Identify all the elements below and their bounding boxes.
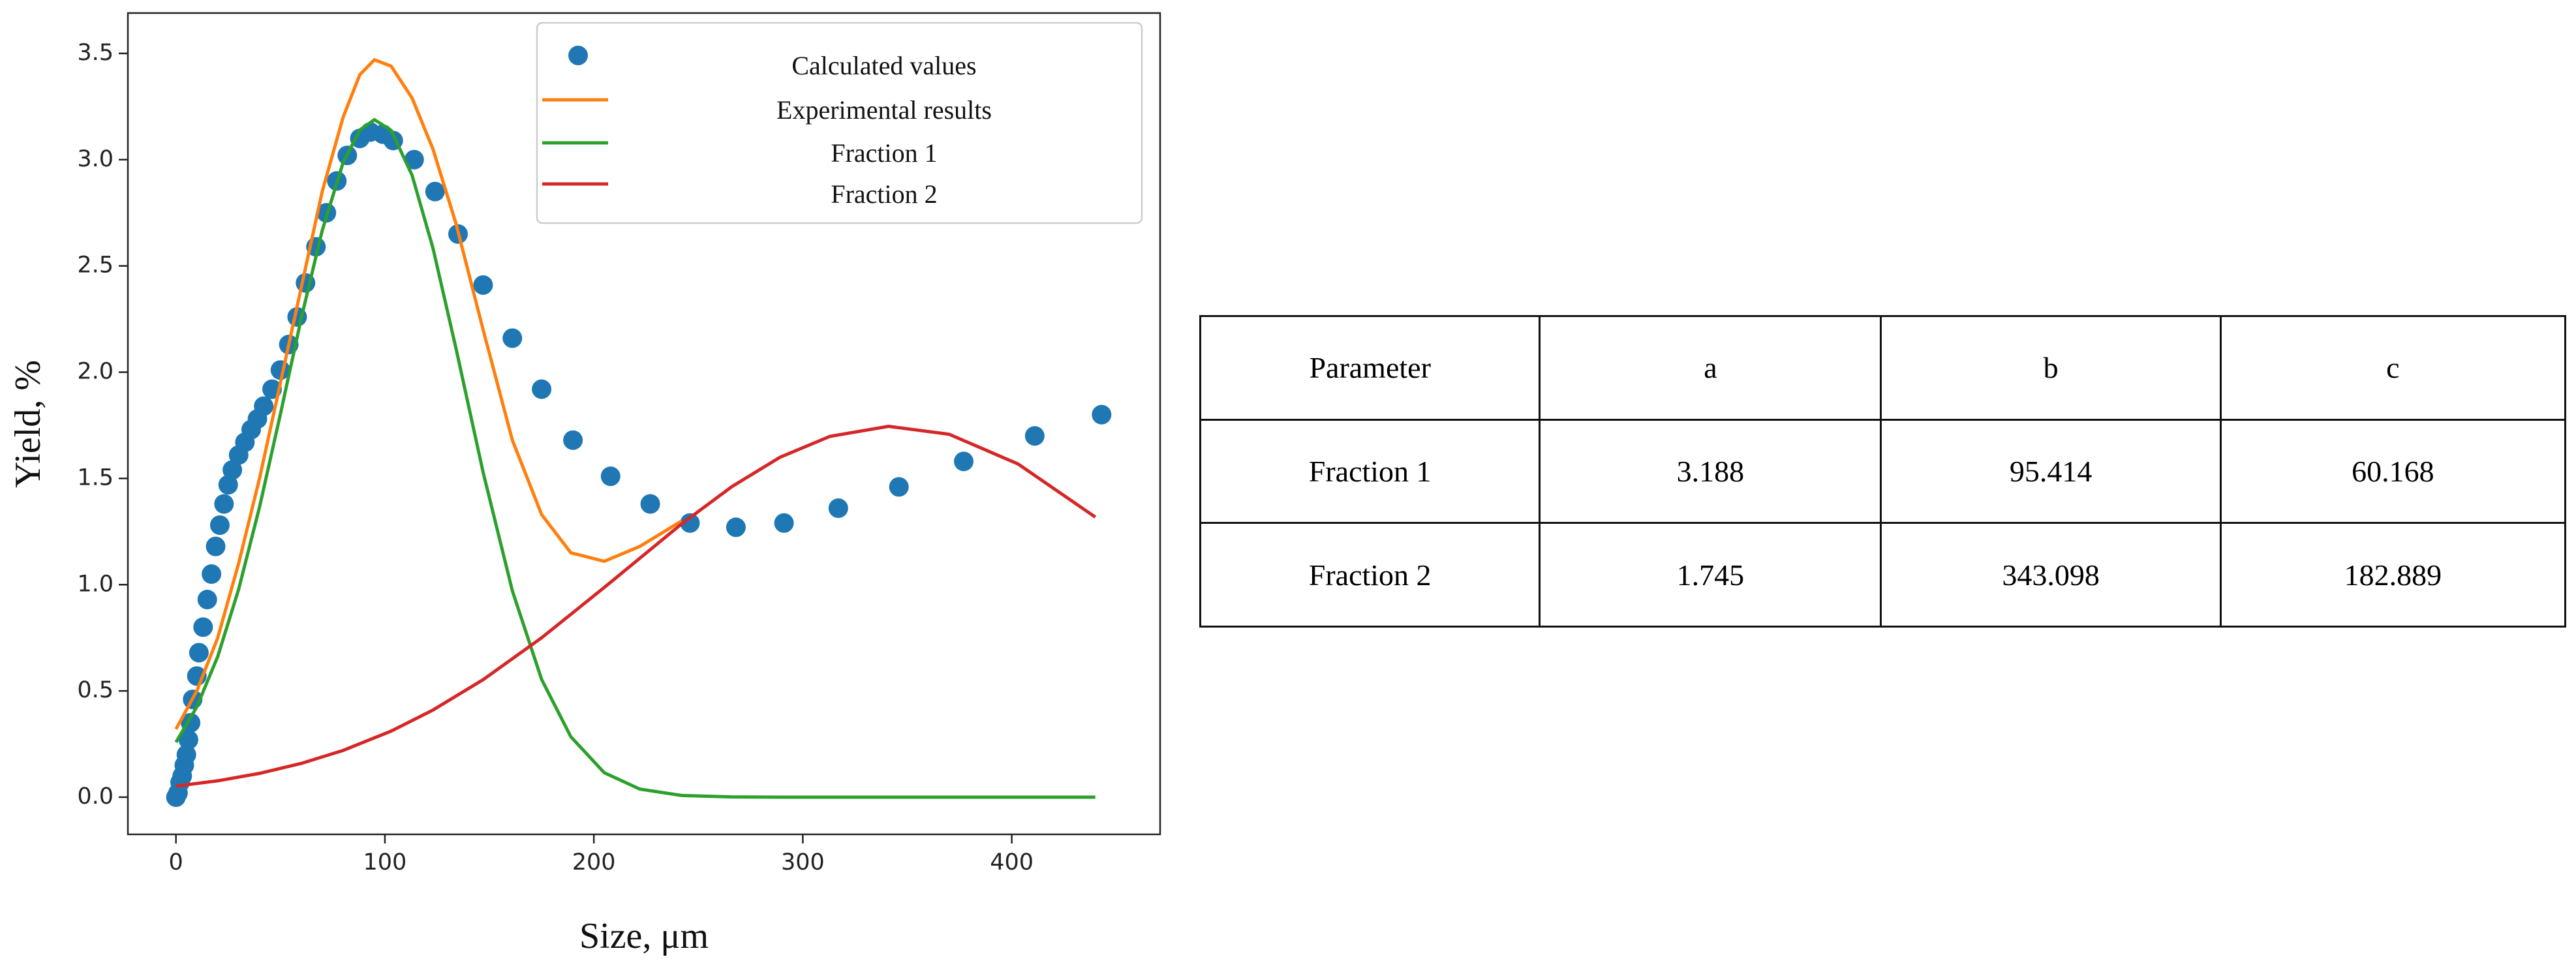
legend-marker <box>568 46 588 65</box>
data-point <box>774 513 794 533</box>
data-point <box>953 451 974 472</box>
data-point <box>193 617 213 637</box>
y-tick-label: 1.0 <box>77 571 114 597</box>
table-cell: 3.188 <box>1539 418 1882 524</box>
data-point <box>176 744 196 765</box>
data-point <box>404 149 424 170</box>
table-row: Fraction 1 3.188 95.414 60.168 <box>1199 418 2567 524</box>
data-point <box>473 275 493 295</box>
table-cell: b <box>1880 315 2222 421</box>
data-point <box>425 181 445 202</box>
data-point <box>563 430 583 450</box>
parameter-table: Parameter a b c Fraction 1 3.188 95.414 60.168 F… <box>1199 315 2567 628</box>
y-tick-label: 3.5 <box>77 40 114 66</box>
data-point <box>532 379 552 399</box>
legend: Calculated values Experimental results Fra… <box>536 22 1143 224</box>
legend-label: Fraction 1 <box>831 138 937 168</box>
y-tick-label: 3.0 <box>77 146 114 172</box>
table-cell: Fraction 2 <box>1199 522 1541 628</box>
data-point <box>889 477 909 497</box>
data-point <box>600 466 621 487</box>
data-point <box>202 564 222 584</box>
table-cell: 60.168 <box>2219 418 2567 524</box>
data-point <box>680 513 700 533</box>
y-tick-label: 0.0 <box>77 783 114 810</box>
data-point <box>828 498 848 518</box>
y-axis-label: Yield, % <box>8 360 48 488</box>
table-cell: 95.414 <box>1880 418 2222 524</box>
legend-label: Experimental results <box>776 95 992 125</box>
table-cell: a <box>1539 315 1882 421</box>
x-tick-label: 0 <box>169 849 183 875</box>
x-tick-label: 400 <box>990 849 1034 875</box>
y-tick-label: 2.5 <box>77 252 114 279</box>
legend-box <box>536 22 1143 224</box>
data-point <box>214 494 234 514</box>
data-line <box>174 117 1096 799</box>
x-tick-label: 300 <box>781 849 825 875</box>
legend-label: Fraction 2 <box>831 179 937 209</box>
plot-frame <box>127 12 1161 836</box>
table-cell: Parameter <box>1199 315 1541 421</box>
table-cell: 343.098 <box>1880 522 2222 628</box>
data-point <box>218 475 238 495</box>
data-point <box>502 328 523 348</box>
x-tick-label: 200 <box>572 849 616 875</box>
chart: Size, μm Yield, % 0 100 200 300 400 0.0 0.5 1.0… <box>8 12 1161 956</box>
y-tick-label: 2.0 <box>77 359 114 385</box>
table-cell: c <box>2219 315 2567 421</box>
data-point <box>222 460 243 480</box>
data-line <box>174 57 682 730</box>
legend-label: Calculated values <box>791 51 976 80</box>
data-point <box>726 517 746 538</box>
data-line <box>176 425 1097 788</box>
y-tick-label: 0.5 <box>77 677 114 703</box>
table-row: Parameter a b c <box>1199 315 2567 421</box>
data-point <box>1092 404 1112 425</box>
x-tick-label: 100 <box>363 849 406 875</box>
data-point <box>206 536 226 556</box>
data-point <box>189 643 209 663</box>
x-axis-label: Size, μm <box>579 916 709 956</box>
data-point <box>178 730 198 750</box>
data-point <box>640 494 660 514</box>
data-point <box>254 396 274 416</box>
table-cell: 182.889 <box>2219 522 2567 628</box>
data-point <box>197 590 217 610</box>
table-row: Fraction 2 1.745 343.098 182.889 <box>1199 522 2567 628</box>
y-tick-label: 1.5 <box>77 464 114 491</box>
data-point <box>209 515 230 536</box>
table-cell: Fraction 1 <box>1199 418 1541 524</box>
table-cell: 1.745 <box>1539 522 1882 628</box>
data-point <box>1024 426 1045 446</box>
